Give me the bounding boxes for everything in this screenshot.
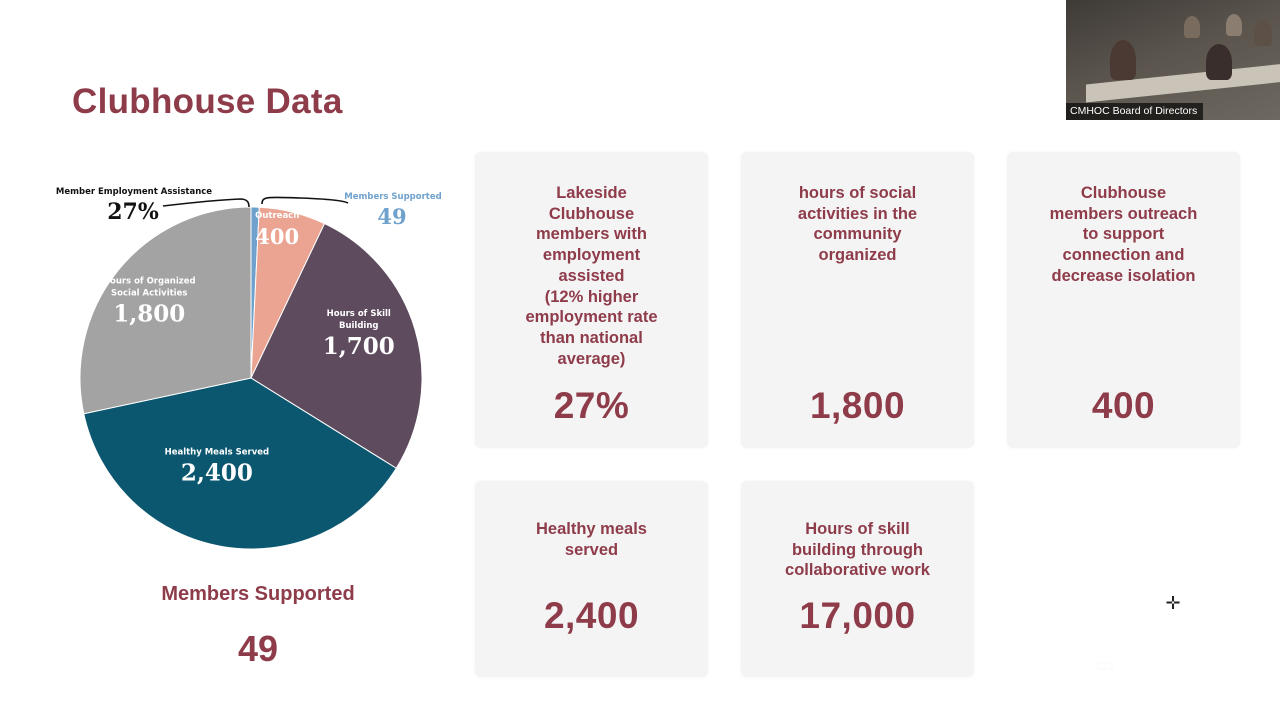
pie-chart: Outreach 400 Hours of Skill Building 1,700 He…: [56, 187, 442, 550]
card-description: hours of social activities in the commun…: [797, 184, 918, 265]
card-description: Clubhouse members outreach to support co…: [1049, 184, 1198, 285]
callout-bracket-members: [261, 196, 349, 205]
pie-slice-value: 400: [255, 224, 299, 249]
card-social-activities: hours of social activities in the commun…: [741, 152, 974, 448]
card-value: 1,800: [809, 385, 906, 426]
pie-slice-label: Hours of Skill: [327, 309, 391, 319]
card-employment: Lakeside Clubhouse members with employme…: [475, 152, 708, 448]
slide-title: Clubhouse Data: [72, 82, 343, 121]
pie-slice-label: Building: [339, 321, 379, 331]
video-person: [1184, 16, 1200, 38]
callout-bracket-employment: [162, 198, 250, 208]
card-description: Lakeside Clubhouse members with employme…: [525, 184, 658, 368]
video-caption: CMHOC Board of Directors: [1066, 103, 1204, 120]
callout-label-members-supported: Members Supported: [344, 192, 441, 202]
card-description: Healthy meals served: [536, 520, 647, 559]
callout-value-employment: 27%: [107, 199, 159, 225]
card-value: 27%: [553, 385, 630, 426]
pie-slice-label: Outreach: [255, 211, 299, 221]
card-skill-building: Hours of skill building through collabor…: [741, 481, 974, 677]
pie-slice-hours-of-skill-building: [250, 222, 423, 469]
pie-slice-hours-of-organized-social-activities: [79, 206, 252, 415]
pie-slice-value: 1,700: [323, 333, 395, 360]
pie-slice-label: Hours of Organized: [103, 276, 196, 286]
video-thumbnail[interactable]: CMHOC Board of Directors: [1066, 0, 1280, 120]
video-person: [1226, 14, 1242, 36]
card-healthy-meals: Healthy meals served 2,400: [475, 481, 708, 677]
pie-slice-label: Social Activities: [111, 288, 187, 298]
card-value: 400: [1091, 385, 1156, 426]
callout-value-members-supported: 49: [377, 204, 406, 229]
pie-slice-value: 1,800: [113, 300, 185, 327]
pie-slice-label: Healthy Meals Served: [165, 448, 270, 458]
crosshair-cursor-icon: ✛: [1165, 593, 1181, 613]
video-person: [1206, 44, 1232, 80]
card-outreach: Clubhouse members outreach to support co…: [1007, 152, 1240, 448]
pie-slice-value: 2,400: [181, 460, 253, 487]
card-value: 2,400: [543, 595, 640, 636]
card-value: 17,000: [799, 595, 916, 636]
members-supported-label: Members Supported: [161, 583, 355, 605]
video-person: [1254, 20, 1272, 46]
card-description: Hours of skill building through collabor…: [785, 520, 930, 580]
callout-label-employment: Member Employment Assistance: [56, 187, 212, 197]
pie-slice-healthy-meals-served: [83, 377, 397, 550]
video-person: [1110, 40, 1136, 80]
zoom-watermark: ▭: [1096, 654, 1117, 676]
members-supported-value: 49: [237, 628, 279, 669]
